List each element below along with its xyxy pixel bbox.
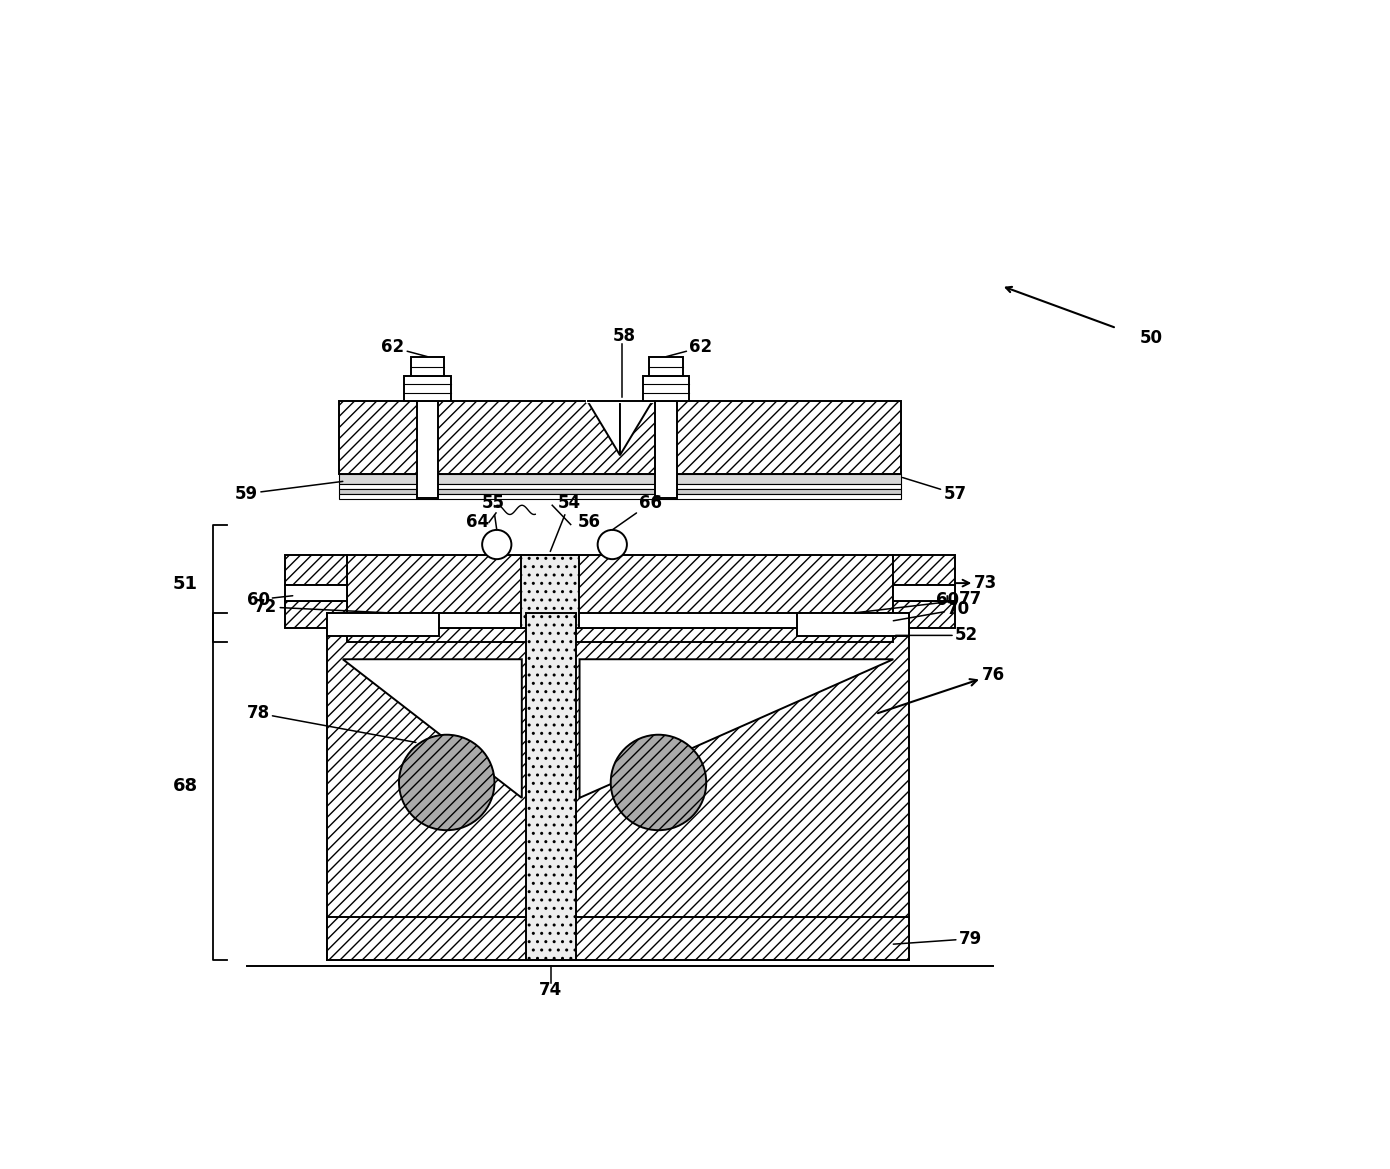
Bar <box>328 629 909 960</box>
Circle shape <box>482 530 512 559</box>
Polygon shape <box>588 401 620 455</box>
Bar <box>656 401 677 498</box>
Text: 60: 60 <box>246 590 293 609</box>
Bar <box>328 918 909 960</box>
Bar <box>285 584 346 601</box>
Text: 58: 58 <box>613 327 635 345</box>
Circle shape <box>610 735 706 830</box>
Text: 72: 72 <box>254 597 393 616</box>
Bar <box>525 613 575 960</box>
Polygon shape <box>620 401 652 455</box>
Text: 60: 60 <box>935 590 959 609</box>
Text: 78: 78 <box>246 704 416 742</box>
Text: 70: 70 <box>894 600 970 621</box>
Bar <box>521 555 580 629</box>
Bar <box>796 613 909 636</box>
Bar <box>346 555 894 629</box>
Bar <box>894 601 955 629</box>
Text: 59: 59 <box>235 482 343 503</box>
Bar <box>339 489 901 494</box>
Text: 62: 62 <box>666 338 713 357</box>
Circle shape <box>598 530 627 559</box>
Text: 62: 62 <box>381 338 428 357</box>
Text: 74: 74 <box>539 981 563 999</box>
Bar <box>404 376 450 401</box>
Text: 64: 64 <box>466 513 489 531</box>
Bar <box>346 629 894 642</box>
Text: 50: 50 <box>1140 330 1163 347</box>
Bar <box>417 401 438 498</box>
Circle shape <box>399 735 495 830</box>
Bar <box>339 401 901 475</box>
Bar <box>285 555 346 584</box>
Text: 76: 76 <box>878 665 1005 713</box>
Text: 54: 54 <box>550 494 581 552</box>
Text: 55: 55 <box>481 494 505 530</box>
Bar <box>285 601 346 629</box>
Text: 56: 56 <box>578 513 600 531</box>
Bar <box>339 475 901 484</box>
Bar <box>894 555 955 584</box>
Text: 51: 51 <box>172 575 197 593</box>
Text: 66: 66 <box>612 494 662 530</box>
Bar <box>410 357 445 376</box>
Text: 79: 79 <box>894 929 981 948</box>
Bar <box>649 357 682 376</box>
Bar <box>339 494 901 499</box>
Bar <box>328 613 909 629</box>
Text: 57: 57 <box>902 478 966 503</box>
Polygon shape <box>580 659 894 798</box>
Text: 77: 77 <box>853 590 981 613</box>
Bar <box>644 376 689 401</box>
Text: 73: 73 <box>955 574 998 593</box>
Polygon shape <box>343 659 521 798</box>
Bar <box>328 613 439 636</box>
Text: 52: 52 <box>895 627 979 644</box>
Text: 68: 68 <box>172 777 197 795</box>
Bar <box>339 484 901 489</box>
Bar <box>894 584 955 601</box>
